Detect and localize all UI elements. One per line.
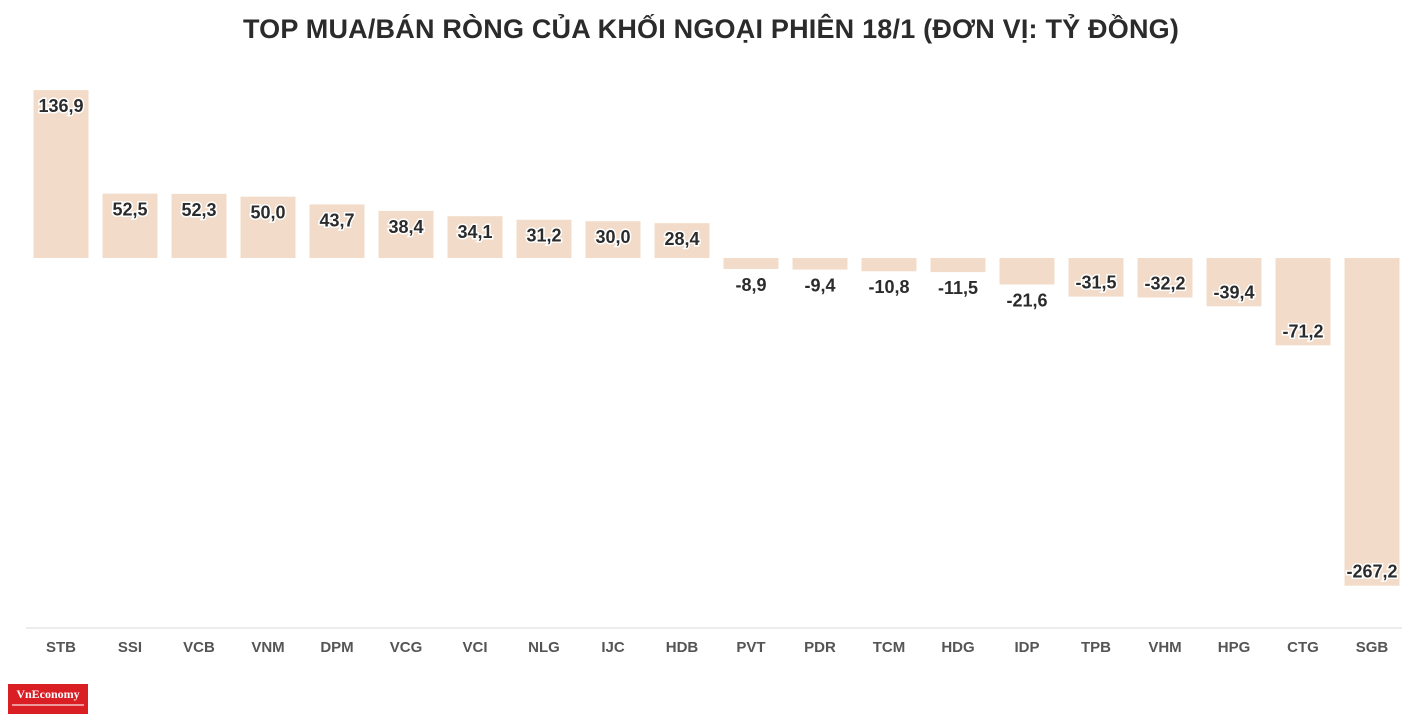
bar-idp <box>999 258 1055 285</box>
data-label-stb: 136,9 <box>38 96 83 116</box>
tick-label-vcb: VCB <box>183 639 215 656</box>
tick-label-nlg: NLG <box>528 639 560 656</box>
bar-nlg <box>516 219 572 258</box>
logo-tagline-mark <box>12 704 84 706</box>
bar-ssi <box>102 193 158 258</box>
bar-hdg <box>930 258 986 273</box>
data-label-vhm: -32,2 <box>1144 273 1185 293</box>
data-label-hdb: 28,4 <box>664 229 699 249</box>
data-label-vnm: 50,0 <box>250 203 285 223</box>
tick-label-dpm: DPM <box>320 639 353 656</box>
tick-label-vci: VCI <box>462 639 487 656</box>
bar-vcb <box>171 193 227 258</box>
bar-tcm <box>861 258 917 272</box>
tick-label-hdb: HDB <box>666 639 699 656</box>
data-label-vcg: 38,4 <box>388 217 423 237</box>
tick-label-stb: STB <box>46 639 76 656</box>
bar-vnm <box>240 196 296 258</box>
data-label-hpg: -39,4 <box>1213 282 1254 302</box>
data-label-sgb: -267,2 <box>1346 562 1397 582</box>
data-label-vcb: 52,3 <box>181 200 216 220</box>
data-label-pdr: -9,4 <box>804 276 835 296</box>
bar-tpb <box>1068 258 1124 297</box>
tick-label-pdr: PDR <box>804 639 836 656</box>
tick-label-vnm: VNM <box>251 639 284 656</box>
data-label-vci: 34,1 <box>457 222 492 242</box>
chart-title: TOP MUA/BÁN RÒNG CỦA KHỐI NGOẠI PHIÊN 18… <box>242 14 1180 44</box>
tick-label-hdg: HDG <box>941 639 974 656</box>
tick-label-ssi: SSI <box>118 639 142 656</box>
data-label-dpm: 43,7 <box>319 210 354 230</box>
data-label-hdg: -11,5 <box>938 278 978 298</box>
data-label-ijc: 30,0 <box>595 227 630 247</box>
data-label-tcm: -10,8 <box>868 277 909 297</box>
tick-label-tcm: TCM <box>873 639 906 656</box>
tick-label-pvt: PVT <box>736 639 765 656</box>
logo-text: VnEconomy <box>16 687 80 701</box>
tick-label-hpg: HPG <box>1218 639 1251 656</box>
bar-ctg <box>1275 258 1331 346</box>
tick-label-ctg: CTG <box>1287 639 1319 656</box>
bar-hdb <box>654 223 710 258</box>
bar-dpm <box>309 204 365 258</box>
data-label-ctg: -71,2 <box>1282 321 1323 341</box>
data-label-ssi: 52,5 <box>112 200 147 220</box>
bar-ijc <box>585 221 641 258</box>
data-label-idp: -21,6 <box>1006 290 1047 310</box>
data-label-tpb: -31,5 <box>1075 273 1116 293</box>
vneconomy-logo: VnEconomy <box>8 684 88 714</box>
data-label-nlg: 31,2 <box>526 226 561 246</box>
bar-pdr <box>792 258 848 270</box>
tick-label-tpb: TPB <box>1081 639 1111 656</box>
bar-vcg <box>378 210 434 258</box>
bar-stb <box>33 90 89 258</box>
bar-pvt <box>723 258 779 269</box>
bar-vci <box>447 216 503 258</box>
data-label-pvt: -8,9 <box>735 275 766 295</box>
bar-vhm <box>1137 258 1193 298</box>
bar-hpg <box>1206 258 1262 307</box>
tick-label-vcg: VCG <box>390 639 423 656</box>
tick-label-vhm: VHM <box>1148 639 1181 656</box>
tick-label-sgb: SGB <box>1356 639 1389 656</box>
tick-label-idp: IDP <box>1014 639 1039 656</box>
tick-label-ijc: IJC <box>601 639 625 656</box>
bar-sgb <box>1344 258 1400 586</box>
